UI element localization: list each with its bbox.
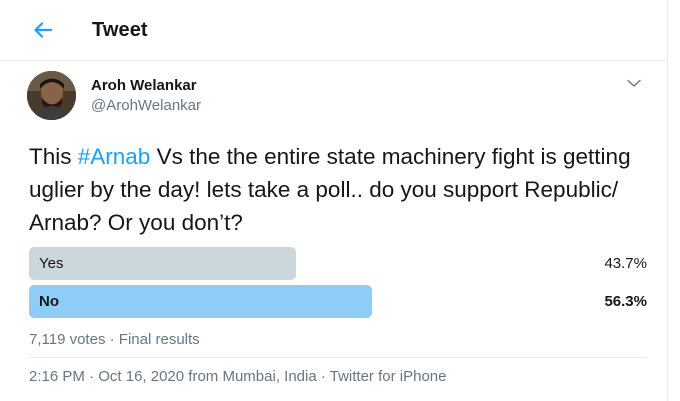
author-name[interactable]: Aroh Welankar	[91, 77, 197, 94]
poll-option-percent: 43.7%	[604, 255, 647, 272]
poll-option-percent: 56.3%	[604, 293, 647, 310]
tweet-date: Oct 16, 2020	[98, 368, 185, 385]
poll-option-no: No 56.3%	[29, 285, 647, 318]
location-prefix: from	[188, 368, 219, 385]
poll-option-yes: Yes 43.7%	[29, 247, 647, 280]
tweet-metadata: 2:16 PM · Oct 16, 2020 from Mumbai, Indi…	[29, 368, 447, 385]
poll-bar-no	[29, 285, 372, 318]
tweet-text-start: This	[29, 144, 78, 169]
back-arrow-icon[interactable]	[30, 17, 56, 43]
poll-option-label: No	[39, 293, 59, 310]
chevron-down-icon[interactable]	[625, 76, 643, 90]
tweet-time: 2:16 PM	[29, 368, 85, 385]
hashtag-link[interactable]: #Arnab	[77, 144, 151, 169]
poll-bar-yes	[29, 247, 296, 280]
tweet-source-link[interactable]: Twitter for iPhone	[329, 368, 447, 385]
author-handle[interactable]: @ArohWelankar	[91, 97, 201, 114]
avatar[interactable]	[27, 71, 76, 120]
tweet-text: This #Arnab Vs the the entire state mach…	[29, 140, 649, 239]
tweet-location-link[interactable]: Mumbai, India	[222, 368, 317, 385]
page-title: Tweet	[92, 19, 148, 41]
tweet-timestamp-link[interactable]: 2:16 PM · Oct 16, 2020	[29, 368, 185, 385]
poll-summary: 7,119 votes · Final results	[29, 331, 200, 348]
poll-status: Final results	[118, 331, 200, 348]
divider	[29, 357, 647, 358]
poll-vote-count: 7,119 votes	[29, 331, 106, 348]
column-border	[667, 0, 668, 401]
page-header: Tweet	[0, 0, 667, 61]
poll-option-label: Yes	[39, 255, 64, 272]
tweet-text-end: Vs the the entire state machinery fight …	[29, 144, 631, 235]
